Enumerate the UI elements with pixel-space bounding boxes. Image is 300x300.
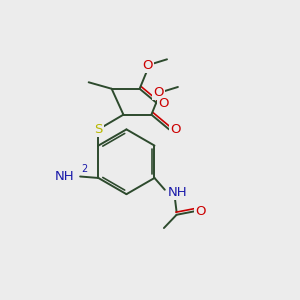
Text: O: O — [170, 123, 181, 136]
Text: NH: NH — [55, 170, 75, 183]
Text: O: O — [154, 86, 164, 99]
Text: 2: 2 — [81, 164, 88, 174]
Text: S: S — [94, 123, 103, 136]
Text: O: O — [158, 97, 169, 110]
Text: O: O — [195, 205, 206, 218]
Text: O: O — [142, 59, 153, 72]
Text: NH: NH — [168, 186, 188, 199]
